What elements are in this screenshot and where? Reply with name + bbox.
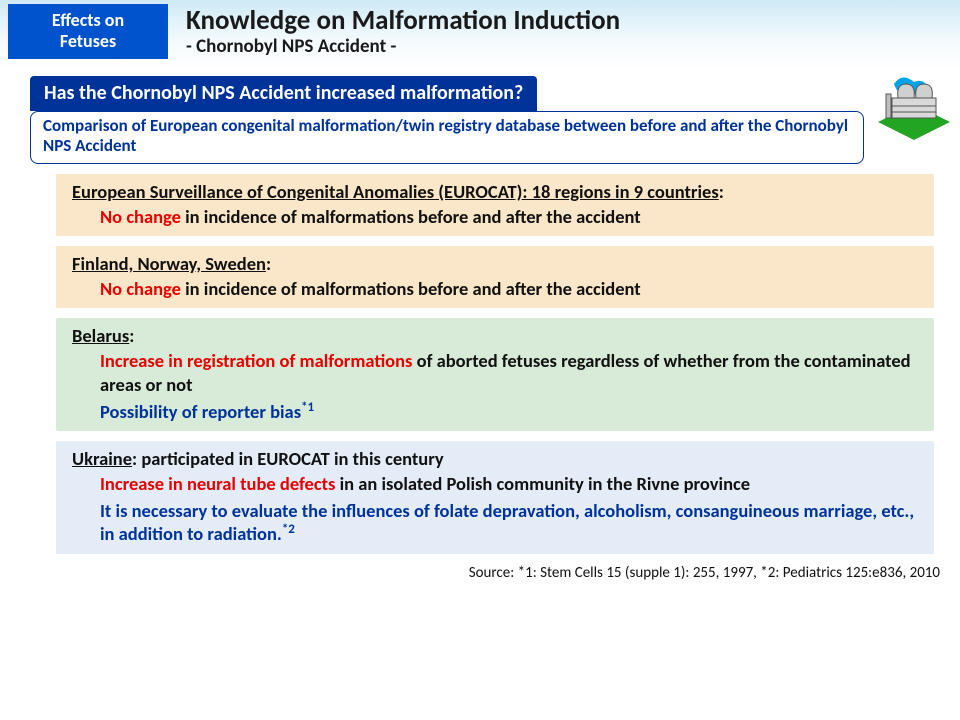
card-line: Increase in neural tube defects in an is… bbox=[72, 472, 918, 495]
card-line-part: in incidence of malformations before and… bbox=[181, 277, 641, 300]
card-line-part: in an isolated Polish community in the R… bbox=[335, 472, 750, 495]
result-card: Finland, Norway, Sweden:No change in inc… bbox=[56, 246, 934, 308]
source-citation: Source: *1: Stem Cells 15 (supple 1): 25… bbox=[0, 564, 940, 582]
card-heading: European Surveillance of Congenital Anom… bbox=[72, 180, 918, 203]
page-title: Knowledge on Malformation Induction bbox=[186, 4, 620, 37]
page-subtitle: - Chornobyl NPS Accident - bbox=[186, 35, 620, 58]
card-line-part: Possibility of reporter bias bbox=[100, 400, 301, 423]
card-line: No change in incidence of malformations … bbox=[72, 205, 918, 228]
card-line-part: No change bbox=[100, 205, 181, 228]
card-heading-underlined: Belarus bbox=[72, 324, 129, 347]
footnote-ref: *2 bbox=[282, 522, 295, 537]
card-heading: Finland, Norway, Sweden: bbox=[72, 252, 918, 275]
result-card: Belarus:Increase in registration of malf… bbox=[56, 318, 934, 431]
card-line: It is necessary to evaluate the influenc… bbox=[72, 499, 918, 545]
card-line-part: Increase in registration of malformation… bbox=[100, 349, 412, 372]
cards-container: European Surveillance of Congenital Anom… bbox=[56, 174, 934, 554]
card-heading: Ukraine: participated in EUROCAT in this… bbox=[72, 447, 918, 470]
footnote-ref: *1 bbox=[301, 400, 314, 415]
card-line: Possibility of reporter bias*1 bbox=[72, 400, 918, 423]
card-line-part: No change bbox=[100, 277, 181, 300]
category-badge: Effects on Fetuses bbox=[8, 4, 168, 59]
card-line: No change in incidence of malformations … bbox=[72, 277, 918, 300]
result-card: Ukraine: participated in EUROCAT in this… bbox=[56, 441, 934, 554]
header-band: Effects on Fetuses Knowledge on Malforma… bbox=[0, 0, 960, 70]
card-heading-underlined: European Surveillance of Congenital Anom… bbox=[72, 180, 719, 203]
card-heading-tail: : participated in EUROCAT in this centur… bbox=[132, 447, 444, 470]
card-line-part: It is necessary to evaluate the influenc… bbox=[100, 499, 914, 545]
result-card: European Surveillance of Congenital Anom… bbox=[56, 174, 934, 236]
card-heading-tail: : bbox=[266, 252, 271, 275]
card-heading: Belarus: bbox=[72, 324, 918, 347]
card-heading-tail: : bbox=[719, 180, 724, 203]
nuclear-plant-icon bbox=[874, 74, 954, 144]
badge-line1: Effects on bbox=[14, 10, 162, 31]
card-heading-underlined: Ukraine bbox=[72, 447, 132, 470]
card-line-part: Increase in neural tube defects bbox=[100, 472, 335, 495]
card-heading-underlined: Finland, Norway, Sweden bbox=[72, 252, 266, 275]
card-line-part: in incidence of malformations before and… bbox=[181, 205, 641, 228]
badge-line2: Fetuses bbox=[14, 31, 162, 52]
question-row: Has the Chornobyl NPS Accident increased… bbox=[30, 76, 950, 111]
comparison-box: Comparison of European congenital malfor… bbox=[30, 111, 864, 164]
card-heading-tail: : bbox=[129, 324, 134, 347]
title-block: Knowledge on Malformation Induction - Ch… bbox=[168, 0, 620, 58]
question-bar: Has the Chornobyl NPS Accident increased… bbox=[30, 76, 537, 111]
card-line: Increase in registration of malformation… bbox=[72, 349, 918, 395]
